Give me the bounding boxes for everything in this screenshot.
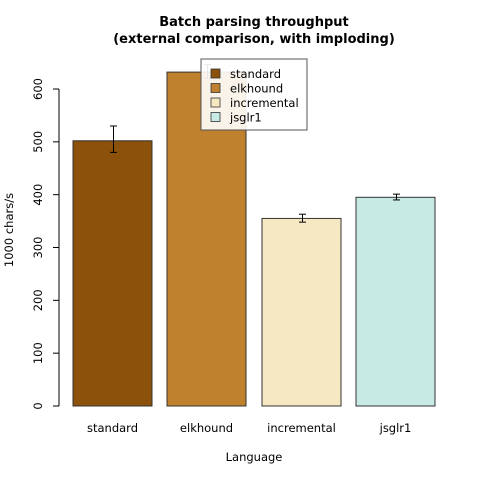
x-tick-labels: standard elkhound incremental jsglr1 — [87, 421, 411, 435]
bar-standard — [72, 140, 153, 407]
legend-label: elkhound — [230, 82, 283, 96]
legend-label: incremental — [230, 96, 299, 110]
chart-subtitle: (external comparison, with imploding) — [113, 32, 395, 47]
bar-incremental — [261, 217, 342, 407]
y-axis: 0 100 200 300 400 500 600 — [31, 78, 60, 410]
legend-swatch — [210, 112, 221, 122]
legend-label: standard — [230, 67, 281, 81]
chart-title: Batch parsing throughput — [159, 15, 349, 30]
x-tick-label: jsglr1 — [379, 421, 412, 435]
y-tick-label: 400 — [31, 184, 45, 206]
y-tick-label: 600 — [31, 78, 45, 100]
error-bar-jsglr1 — [393, 193, 400, 201]
y-tick-label: 0 — [31, 402, 45, 409]
legend-item: incremental — [210, 96, 299, 110]
x-tick-label: incremental — [267, 421, 336, 435]
legend-swatch — [210, 97, 221, 108]
legend-label: jsglr1 — [229, 111, 262, 125]
legend-item: standard — [210, 67, 281, 81]
y-tick-label: 200 — [31, 289, 45, 311]
x-tick-label: elkhound — [180, 421, 233, 435]
y-tick-label: 100 — [31, 342, 45, 364]
y-axis-label: 1000 chars/s — [2, 193, 16, 267]
legend-item: elkhound — [210, 82, 283, 96]
x-tick-label: standard — [87, 421, 138, 435]
legend-swatch — [210, 83, 221, 93]
bar-jsglr1 — [355, 196, 436, 407]
x-axis-label: Language — [226, 450, 283, 464]
legend-swatch — [210, 68, 221, 79]
error-bar-incremental — [299, 213, 306, 223]
y-tick-label: 300 — [31, 237, 45, 259]
y-tick-label: 500 — [31, 131, 45, 153]
error-bar-standard — [110, 125, 117, 153]
legend-item: jsglr1 — [210, 111, 262, 125]
